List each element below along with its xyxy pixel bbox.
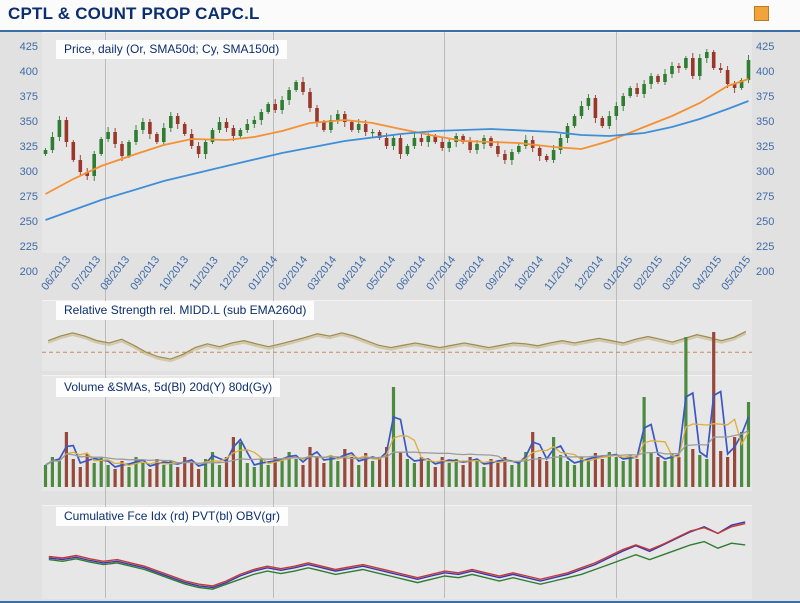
price-tick-label-right: 275 [756,191,775,203]
price-tick-label-left: 275 [19,191,38,203]
price-tick-label-left: 350 [19,116,38,128]
price-tick-label-right: 250 [756,216,775,228]
price-tick-label-right: 425 [756,41,775,53]
price-tick-label-right: 350 [756,116,775,128]
price-panel-label: Price, daily (Or, SMA50d; Cy, SMA150d) [56,40,288,59]
price-tick-label-left: 425 [19,41,38,53]
price-tick-label-right: 375 [756,91,775,103]
accent-square-icon [754,6,769,21]
price-panel-background [42,32,752,253]
price-tick-label-left: 300 [19,166,38,178]
volume-chart [43,332,751,487]
gridline-vertical [616,32,617,598]
page-title: CPTL & COUNT PROP CAPC.L [8,4,260,23]
volume-panel-label: Volume &SMAs, 5d(Bl) 20d(Y) 80d(Gy) [56,378,281,397]
gridline-vertical [444,32,445,598]
price-tick-label-right: 300 [756,166,775,178]
cumulative-panel-label: Cumulative Fce Idx (rd) PVT(bl) OBV(gr) [56,507,289,526]
price-tick-label-right: 200 [756,266,775,278]
price-tick-label-right: 325 [756,141,775,153]
price-tick-label-left: 250 [19,216,38,228]
price-tick-label-left: 375 [19,91,38,103]
titlebar: CPTL & COUNT PROP CAPC.L [0,0,800,32]
price-tick-label-left: 225 [19,241,38,253]
price-tick-label-right: 225 [756,241,775,253]
relative-strength-chart [42,330,752,363]
price-tick-label-left: 325 [19,141,38,153]
price-tick-label-left: 200 [19,266,38,278]
price-chart [43,49,751,221]
price-tick-label-right: 400 [756,66,775,78]
cumulative-indicators-chart [48,521,746,590]
relative-strength-panel-label: Relative Strength rel. MIDD.L (sub EMA26… [56,301,315,320]
price-tick-label-left: 400 [19,66,38,78]
bottom-border [0,601,800,603]
